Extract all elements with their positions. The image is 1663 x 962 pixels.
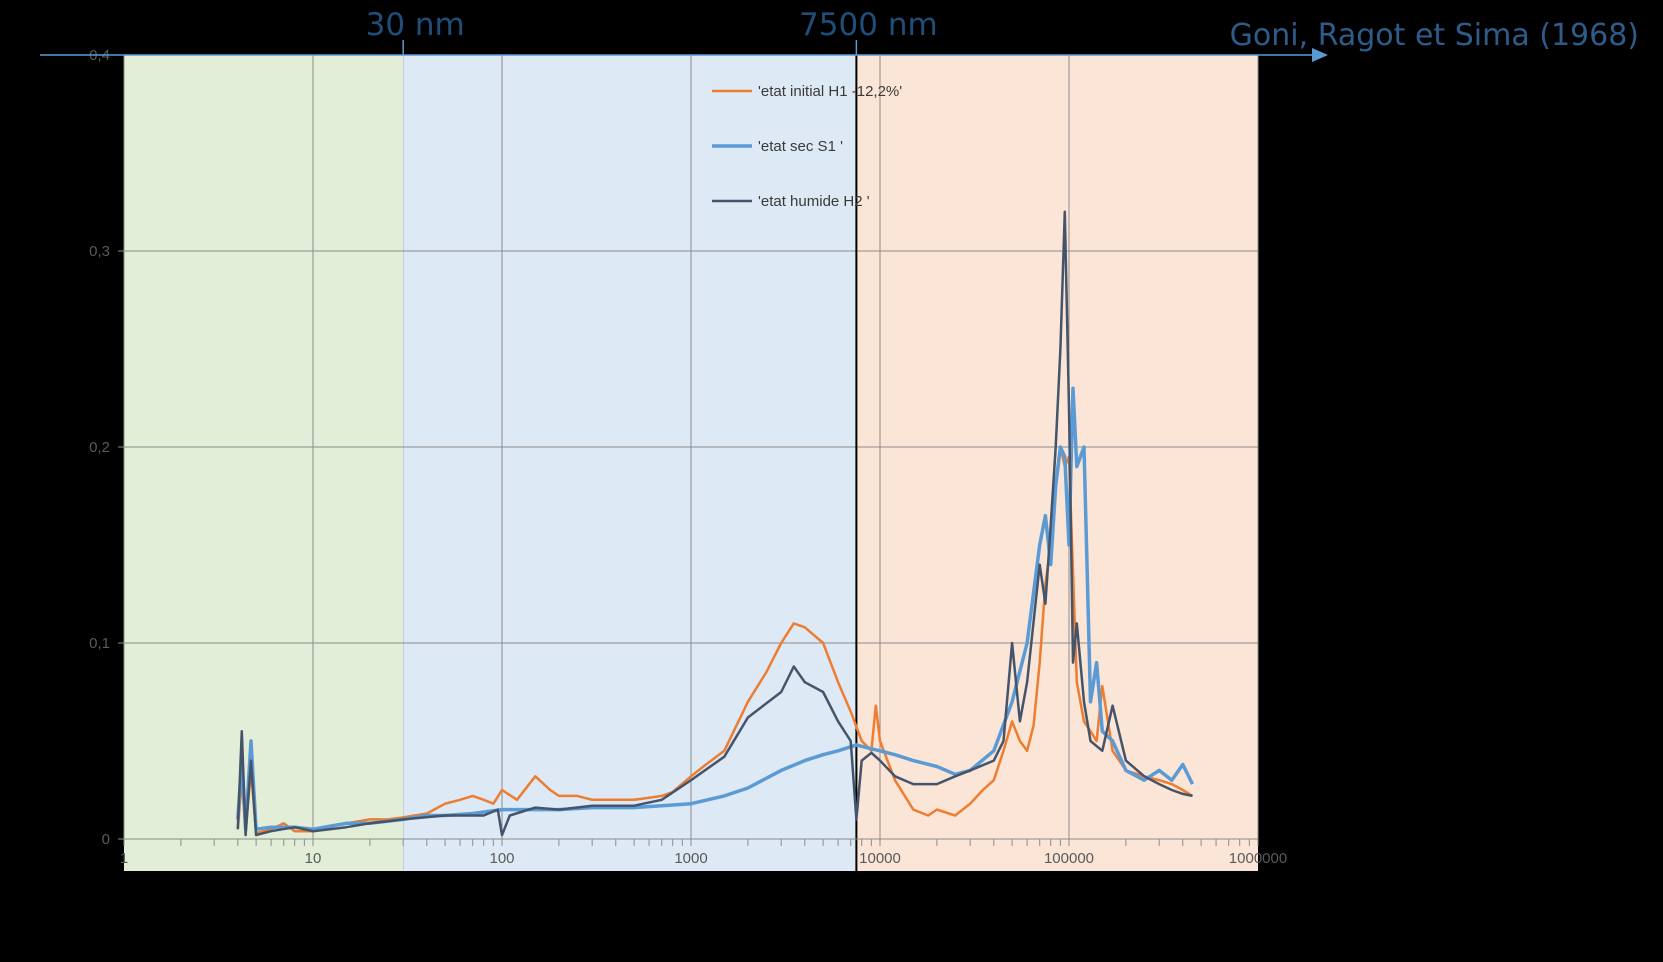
reference-label: Goni, Ragot et Sima (1968) <box>1230 18 1639 53</box>
y-tick-label: 0 <box>102 831 110 848</box>
x-tick-label: 10000 <box>859 850 901 867</box>
axes-layer: 00,10,20,30,41 10 100 1000 10000 100000 100000… <box>89 47 1287 867</box>
marker-label-1: 7500 nm <box>799 7 938 43</box>
region-band-1 <box>403 55 857 871</box>
legend: 'etat initial H1 -12,2%' 'etat sec S1 ' 'e… <box>712 83 902 210</box>
region-band-0 <box>124 55 404 871</box>
top-arrow-head <box>1312 48 1328 62</box>
y-tick-label: 0,1 <box>89 635 110 652</box>
x-tick-label: 100000 <box>1044 850 1094 867</box>
y-tick-label: 0,2 <box>89 439 110 456</box>
annotations-layer: 30 nm 7500 nm Goni, Ragot et Sima (1968) <box>40 7 1639 62</box>
legend-label-0: 'etat initial H1 -12,2%' <box>758 83 902 100</box>
x-tick-label: 1000000 <box>1229 850 1287 867</box>
regions-layer <box>124 55 1258 871</box>
legend-label-2: 'etat humide H2 ' <box>758 193 870 210</box>
x-tick-label: 100 <box>489 850 514 867</box>
x-tick-label: 10 <box>305 850 322 867</box>
y-tick-label: 0,3 <box>89 243 110 260</box>
series-layer <box>236 210 1195 837</box>
series-line-2 <box>236 210 1193 837</box>
marker-label-0: 30 nm <box>366 7 465 43</box>
x-tick-label: 1000 <box>674 850 707 867</box>
x-tick-label: 1 <box>120 850 128 867</box>
legend-label-1: 'etat sec S1 ' <box>758 138 843 155</box>
